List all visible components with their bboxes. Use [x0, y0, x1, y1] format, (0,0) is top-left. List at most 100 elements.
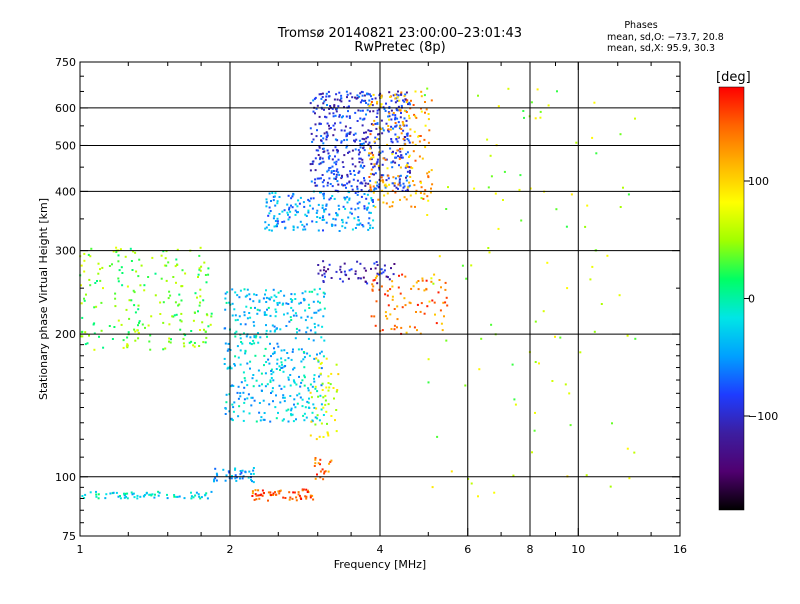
scatter-point: [224, 308, 227, 311]
scatter-point: [321, 274, 324, 277]
scatter-point: [318, 145, 321, 148]
scatter-point: [321, 207, 324, 209]
scatter-point: [348, 197, 351, 200]
scatter-point: [358, 223, 361, 226]
scatter-point: [276, 217, 279, 220]
scatter-point: [322, 102, 325, 105]
scatter-point: [252, 472, 255, 475]
scatter-point: [237, 356, 240, 359]
scatter-point: [391, 298, 394, 301]
scatter-point: [320, 422, 323, 425]
scatter-point: [249, 316, 252, 319]
scatter-point: [414, 205, 416, 208]
scatter-point: [234, 477, 237, 480]
scatter-point: [356, 120, 359, 122]
scatter-point: [271, 390, 274, 393]
scatter-point: [87, 253, 90, 256]
scatter-point: [361, 124, 364, 127]
scatter-point: [95, 490, 97, 493]
cluster-f1-cusp: [313, 457, 333, 481]
scatter-point: [371, 173, 374, 176]
scatter-point: [305, 495, 308, 498]
x-tick-label: 10: [571, 543, 585, 556]
scatter-point: [290, 413, 292, 416]
scatter-point: [390, 267, 392, 270]
scatter-point: [634, 117, 636, 120]
scatter-point: [180, 299, 183, 302]
scatter-point: [263, 418, 266, 421]
scatter-point: [243, 398, 246, 401]
scatter-point: [283, 209, 286, 212]
scatter-point: [403, 95, 406, 98]
scatter-point: [313, 374, 316, 377]
scatter-point: [340, 97, 343, 100]
scatter-point: [320, 139, 322, 142]
scatter-point: [328, 127, 331, 130]
scatter-point: [340, 177, 343, 180]
scatter-point: [301, 405, 304, 408]
scatter-point: [314, 423, 317, 426]
scatter-point: [316, 209, 319, 212]
scatter-point: [359, 157, 362, 160]
scatter-point: [231, 302, 234, 305]
scatter-point: [240, 381, 243, 384]
scatter-point: [380, 174, 383, 177]
scatter-point: [309, 391, 312, 394]
scatter-point: [231, 314, 234, 317]
scatter-point: [384, 110, 387, 112]
scatter-point: [309, 102, 312, 105]
scatter-point: [536, 88, 539, 91]
scatter-point: [309, 169, 312, 172]
scatter-point: [398, 156, 401, 159]
scatter-point: [197, 273, 200, 276]
scatter-point: [407, 139, 410, 142]
scatter-point: [173, 314, 176, 317]
scatter-point: [288, 320, 291, 323]
scatter-point: [365, 113, 367, 116]
scatter-point: [290, 300, 293, 303]
scatter-point: [565, 225, 568, 228]
scatter-point: [395, 138, 398, 140]
scatter-point: [324, 208, 327, 211]
scatter-point: [299, 301, 302, 304]
scatter-point: [276, 220, 279, 223]
scatter-point: [372, 110, 375, 113]
scatter-point: [433, 301, 436, 304]
scatter-point: [291, 350, 294, 353]
scatter-point: [425, 108, 428, 111]
scatter-point: [149, 493, 152, 496]
scatter-point: [333, 161, 336, 164]
scatter-point: [174, 265, 177, 268]
scatter-point: [372, 154, 375, 157]
scatter-point: [296, 205, 299, 208]
scatter-point: [518, 188, 521, 191]
scatter-point: [81, 495, 84, 497]
scatter-point: [302, 358, 305, 361]
scatter-point: [316, 177, 319, 180]
scatter-point: [277, 490, 280, 493]
scatter-point: [92, 323, 95, 326]
scatter-point: [354, 208, 357, 211]
scatter-point: [321, 161, 324, 164]
scatter-point: [514, 403, 517, 406]
scatter-point: [320, 93, 323, 96]
scatter-point: [382, 180, 384, 183]
scatter-point: [329, 105, 332, 107]
scatter-point: [380, 128, 383, 130]
scatter-point: [391, 295, 394, 298]
scatter-point: [298, 392, 301, 395]
scatter-point: [380, 285, 383, 288]
scatter-point: [287, 376, 290, 379]
scatter-point: [202, 299, 205, 302]
scatter-point: [293, 293, 296, 296]
scatter-point: [172, 315, 175, 318]
scatter-point: [333, 397, 335, 400]
scatter-point: [323, 307, 326, 310]
scatter-point: [243, 311, 246, 314]
scatter-point: [149, 348, 152, 351]
scatter-point: [361, 161, 364, 164]
scatter-point: [80, 284, 82, 287]
scatter-point: [533, 429, 536, 432]
scatter-point: [447, 186, 449, 189]
